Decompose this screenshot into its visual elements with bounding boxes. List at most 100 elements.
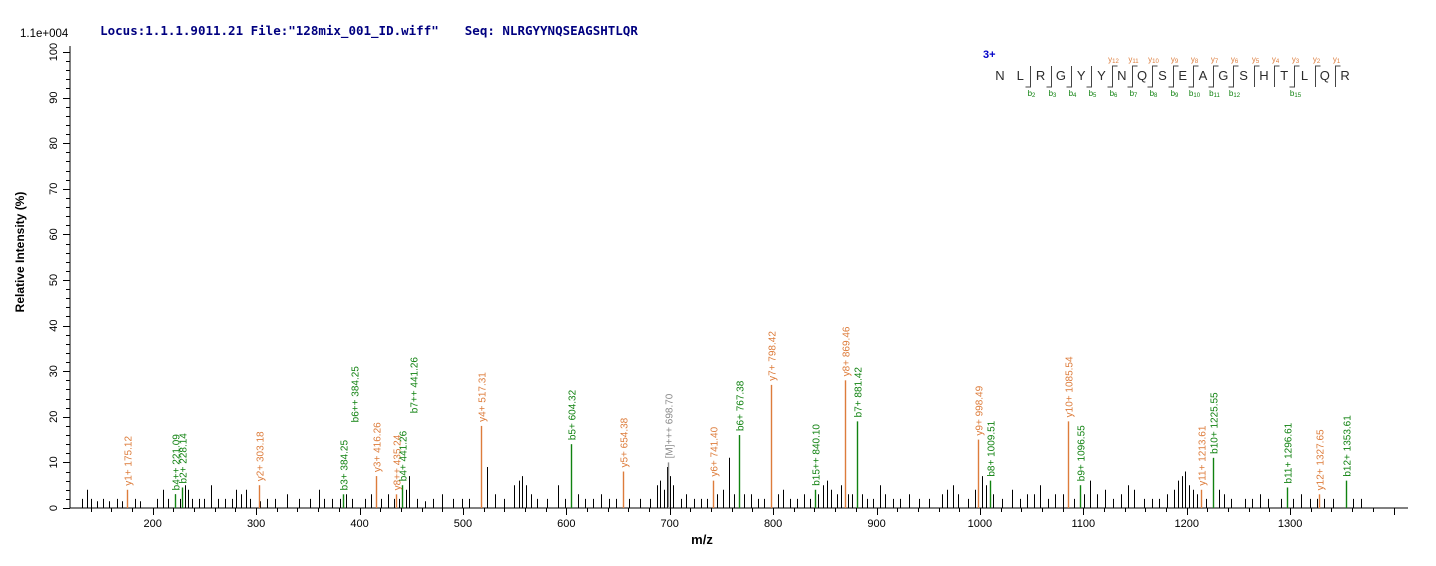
- y-tick-label: 60: [48, 228, 60, 240]
- residue-letter: G: [1056, 68, 1066, 83]
- charge-state-label: 3+: [983, 49, 996, 61]
- peak-label: y6+ 741.40: [710, 426, 721, 476]
- peak-label: b4+ 441.26: [399, 430, 410, 481]
- peak-label: b10+ 1225.55: [1210, 392, 1221, 454]
- y-ion-marker-label: y9: [1171, 55, 1179, 65]
- peak-label: b3+ 384.25: [340, 440, 351, 491]
- y-ion-marker-label: y4: [1272, 55, 1280, 65]
- peak-label: b7++ 441.26: [410, 357, 421, 414]
- y-ion-marker-label: y5: [1252, 55, 1260, 65]
- y-ion-marker-label: y8: [1191, 55, 1199, 65]
- fragment-divider: [1168, 65, 1179, 88]
- b-ion-marker-label: b5: [1089, 89, 1097, 99]
- peak-label: y8+ 869.46: [842, 326, 853, 376]
- y-ion-marker-label: y1: [1333, 55, 1341, 65]
- x-tick-label: 400: [350, 518, 368, 530]
- y-tick-label: 0: [48, 505, 60, 511]
- y-tick-label: 90: [48, 91, 60, 103]
- x-tick-label: 800: [764, 518, 782, 530]
- fragment-divider: [1127, 65, 1138, 88]
- y-ion-marker-label: y3: [1292, 55, 1300, 65]
- y-ion-marker-label: y2: [1313, 55, 1321, 65]
- residue-letter: R: [1340, 68, 1349, 83]
- locus-file-text: Locus:1.1.1.9011.21 File:"128mix_001_ID.…: [100, 23, 439, 38]
- b-ion-marker-label: b11: [1209, 89, 1220, 99]
- residue-letter: H: [1259, 68, 1268, 83]
- residue-letter: N: [1117, 68, 1126, 83]
- b-ion-marker-label: b12: [1229, 89, 1241, 99]
- peak-label: b15++ 840.10: [812, 424, 823, 486]
- x-tick-label: 300: [247, 518, 265, 530]
- y-ion-marker-label: y10: [1148, 55, 1159, 65]
- residue-letter: Q: [1137, 68, 1147, 83]
- y-ion-marker-label: y6: [1231, 55, 1239, 65]
- peak-label: b5+ 604.32: [568, 389, 579, 440]
- y-axis-title: Relative Intensity (%): [13, 192, 27, 313]
- b-ion-marker-label: b15: [1290, 89, 1302, 99]
- fragment-divider: [1046, 66, 1052, 88]
- peak-label: y7+ 798.42: [768, 331, 779, 381]
- peak-label: y11+ 1213.61: [1198, 425, 1209, 486]
- fragment-divider: [1147, 65, 1158, 88]
- y-ion-marker-label: y12: [1108, 55, 1119, 65]
- y-tick-label: 80: [48, 137, 60, 149]
- peak-label: y4+ 517.31: [478, 372, 489, 422]
- fragment-divider: [1254, 65, 1260, 87]
- fragment-divider: [1315, 65, 1321, 87]
- peak-label: y9+ 998.49: [975, 385, 986, 435]
- peak-label: b9+ 1096.55: [1077, 425, 1088, 481]
- x-tick-label: 1200: [1174, 518, 1198, 530]
- peak-label: y10+ 1085.54: [1065, 356, 1076, 417]
- x-tick-label: 500: [454, 518, 472, 530]
- residue-letter: G: [1218, 68, 1228, 83]
- b-ion-marker-label: b10: [1189, 89, 1201, 99]
- y-tick-label: 10: [48, 456, 60, 468]
- peak-label: y3+ 416.26: [373, 422, 384, 472]
- residue-letter: Y: [1077, 68, 1086, 83]
- residue-letter: R: [1036, 68, 1045, 83]
- x-axis-title: m/z: [691, 532, 713, 547]
- x-tick-label: 200: [144, 518, 162, 530]
- residue-letter: S: [1239, 68, 1248, 83]
- peak-label: y5+ 654.38: [620, 417, 631, 467]
- fragment-divider: [1289, 65, 1300, 88]
- fragment-divider: [1066, 66, 1072, 88]
- peak-label: y8++ 435.24: [393, 434, 404, 490]
- y-tick-label: 100: [48, 43, 60, 61]
- b-ion-marker-label: b9: [1171, 89, 1179, 99]
- y-ion-marker-label: y11: [1128, 55, 1139, 65]
- peak-label: b7+ 881.42: [854, 367, 865, 418]
- background-peaks: [82, 457, 1362, 508]
- peak-label: b12+ 1353.61: [1343, 415, 1354, 477]
- residue-letter: L: [1301, 68, 1308, 83]
- residue-letter: N: [995, 68, 1004, 83]
- x-tick-label: 1300: [1278, 518, 1302, 530]
- x-tick-label: 600: [557, 518, 575, 530]
- fragment-divider: [1025, 66, 1031, 88]
- peak-label: y2+ 303.18: [256, 431, 267, 481]
- y-tick-label: 50: [48, 274, 60, 286]
- y-tick-label: 70: [48, 183, 60, 195]
- x-tick-label: 900: [867, 518, 885, 530]
- fragment-divider: [1208, 65, 1219, 88]
- residue-letter: T: [1280, 68, 1288, 83]
- x-tick-label: 1100: [1071, 518, 1095, 530]
- fragment-divider: [1086, 66, 1092, 88]
- b-ion-marker-label: b4: [1069, 89, 1077, 99]
- peak-label: b4++ 221.09: [172, 434, 183, 491]
- y-tick-label: 20: [48, 411, 60, 423]
- residue-letter: Q: [1320, 68, 1330, 83]
- spectrum-header: Locus:1.1.1.9011.21 File:"128mix_001_ID.…: [70, 8, 638, 53]
- residue-letter: Y: [1097, 68, 1106, 83]
- peak-label: y1+ 175.12: [124, 436, 135, 486]
- intensity-scale-label: 1.1e+004: [20, 28, 69, 40]
- fragment-divider: [1274, 65, 1280, 87]
- y-ion-marker-label: y7: [1211, 55, 1219, 65]
- peak-label: b6+ 767.38: [736, 380, 747, 431]
- x-tick-label: 700: [661, 518, 679, 530]
- residue-letter: E: [1178, 68, 1187, 83]
- x-tick-label: 1000: [968, 518, 992, 530]
- y-tick-label: 40: [48, 319, 60, 331]
